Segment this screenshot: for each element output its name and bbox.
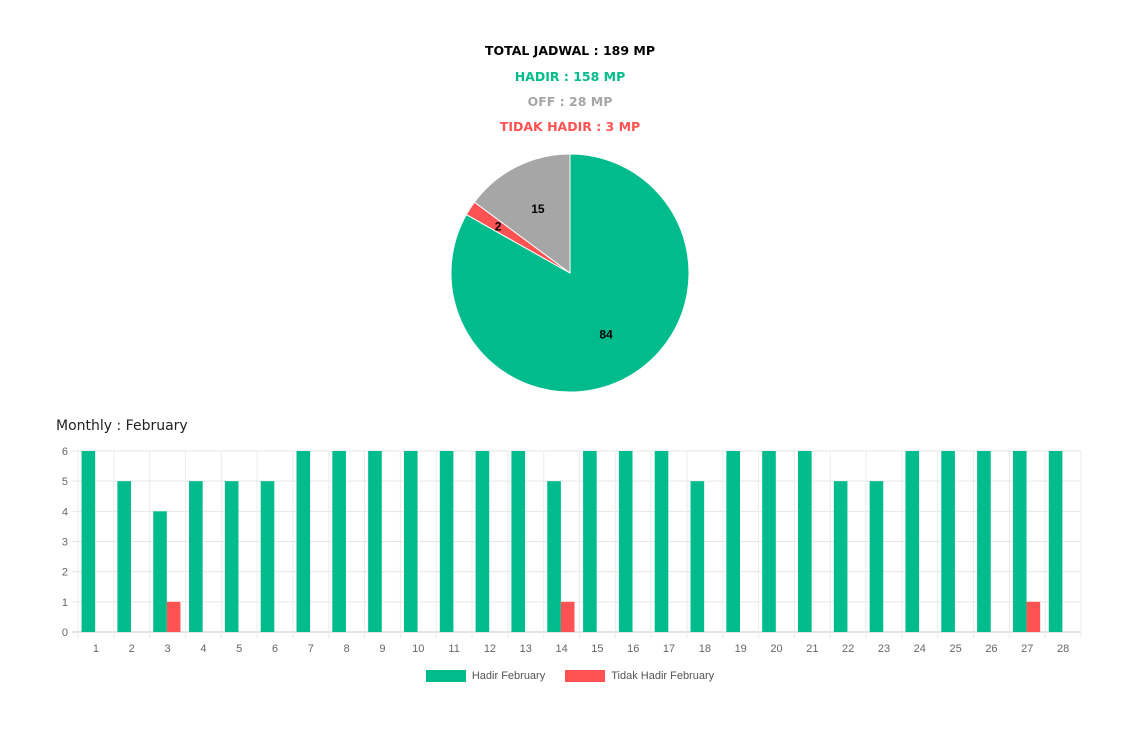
x-tick-label: 25 [950, 643, 962, 655]
bar-hadir[interactable] [941, 451, 955, 632]
bar-hadir[interactable] [403, 451, 418, 632]
bar-hadir[interactable] [547, 481, 561, 632]
x-tick-label: 8 [344, 643, 350, 655]
chart-legend: Hadir February Tidak Hadir February [0, 670, 1140, 682]
bar-hadir[interactable] [690, 481, 705, 632]
x-tick-label: 20 [770, 643, 782, 655]
y-tick-label: 0 [62, 627, 68, 639]
x-tick-label: 17 [663, 643, 675, 655]
bar-tidak-hadir[interactable] [166, 601, 181, 632]
x-tick-label: 1 [93, 643, 99, 655]
x-tick-label: 11 [448, 643, 459, 655]
legend-swatch-tidak-hadir [565, 670, 606, 682]
monthly-title: Monthly : February [56, 418, 188, 434]
bar-hadir[interactable] [977, 451, 991, 632]
legend-label-hadir: Hadir February [471, 670, 546, 682]
bar-hadir[interactable] [869, 481, 884, 632]
bar-hadir[interactable] [762, 451, 776, 632]
x-tick-label: 12 [484, 643, 496, 655]
off-label: OFF : 28 MP [527, 94, 613, 109]
x-tick-label: 13 [520, 643, 532, 655]
bar-tidak-hadir[interactable] [560, 601, 575, 632]
x-tick-label: 3 [164, 643, 170, 655]
bar-hadir[interactable] [296, 451, 311, 632]
y-tick-label: 1 [62, 597, 68, 609]
y-tick-label: 6 [62, 446, 68, 458]
y-tick-label: 2 [62, 567, 68, 579]
bar-hadir[interactable] [153, 511, 167, 632]
legend-item-hadir[interactable]: Hadir February [425, 670, 546, 682]
bar-hadir[interactable] [224, 481, 239, 632]
bar-hadir[interactable] [833, 481, 848, 632]
x-tick-label: 10 [412, 643, 424, 655]
pie-data-label: 15 [531, 202, 545, 216]
x-tick-label: 14 [555, 643, 567, 655]
x-tick-label: 23 [878, 643, 890, 655]
x-tick-label: 4 [200, 643, 206, 655]
x-tick-label: 26 [985, 643, 997, 655]
total-jadwal-label: TOTAL JADWAL : 189 MP [484, 43, 655, 58]
x-tick-label: 16 [627, 643, 639, 655]
bar-hadir[interactable] [81, 451, 96, 632]
x-tick-label: 5 [236, 643, 242, 655]
x-tick-label: 21 [806, 643, 818, 655]
x-tick-label: 2 [129, 643, 135, 655]
bar-hadir[interactable] [1048, 451, 1063, 632]
attendance-pie-chart[interactable]: 84 2 15 [440, 148, 700, 398]
bar-tidak-hadir[interactable] [1026, 601, 1041, 632]
y-tick-label: 5 [62, 476, 68, 488]
x-tick-label: 18 [699, 643, 711, 655]
x-tick-label: 15 [591, 643, 603, 655]
bar-hadir[interactable] [654, 451, 669, 632]
x-tick-label: 22 [842, 643, 854, 655]
pie-slice[interactable] [450, 153, 690, 393]
legend-label-tidak-hadir: Tidak Hadir February [611, 670, 715, 682]
bar-hadir[interactable] [583, 451, 597, 632]
bar-hadir[interactable] [905, 451, 920, 632]
y-tick-label: 4 [62, 506, 68, 518]
bar-hadir[interactable] [332, 451, 346, 632]
legend-item-tidak-hadir[interactable]: Tidak Hadir February [565, 670, 714, 682]
hadir-label: HADIR : 158 MP [514, 69, 626, 84]
bar-hadir[interactable] [260, 481, 275, 632]
bar-hadir[interactable] [189, 481, 203, 632]
x-tick-label: 19 [735, 643, 747, 655]
x-tick-label: 24 [914, 643, 926, 655]
bar-hadir[interactable] [117, 481, 132, 632]
pie-slice[interactable] [473, 153, 571, 274]
x-tick-label: 7 [308, 643, 314, 655]
bar-hadir[interactable] [1012, 451, 1027, 632]
pie-data-label: 2 [495, 219, 502, 233]
pie-data-label: 84 [599, 328, 613, 342]
bar-hadir[interactable] [618, 451, 633, 632]
bar-hadir[interactable] [726, 451, 740, 632]
x-tick-label: 6 [272, 643, 278, 655]
tidak-hadir-label: TIDAK HADIR : 3 MP [499, 119, 641, 134]
legend-swatch-hadir [425, 670, 466, 682]
bar-hadir[interactable] [368, 451, 382, 632]
bar-hadir[interactable] [439, 451, 454, 632]
x-tick-label: 27 [1021, 643, 1033, 655]
x-tick-label: 28 [1057, 643, 1069, 655]
bar-hadir[interactable] [798, 451, 812, 632]
bar-hadir[interactable] [511, 451, 526, 632]
y-tick-label: 3 [62, 537, 68, 549]
bar-hadir[interactable] [475, 451, 490, 632]
x-tick-label: 9 [379, 643, 385, 655]
